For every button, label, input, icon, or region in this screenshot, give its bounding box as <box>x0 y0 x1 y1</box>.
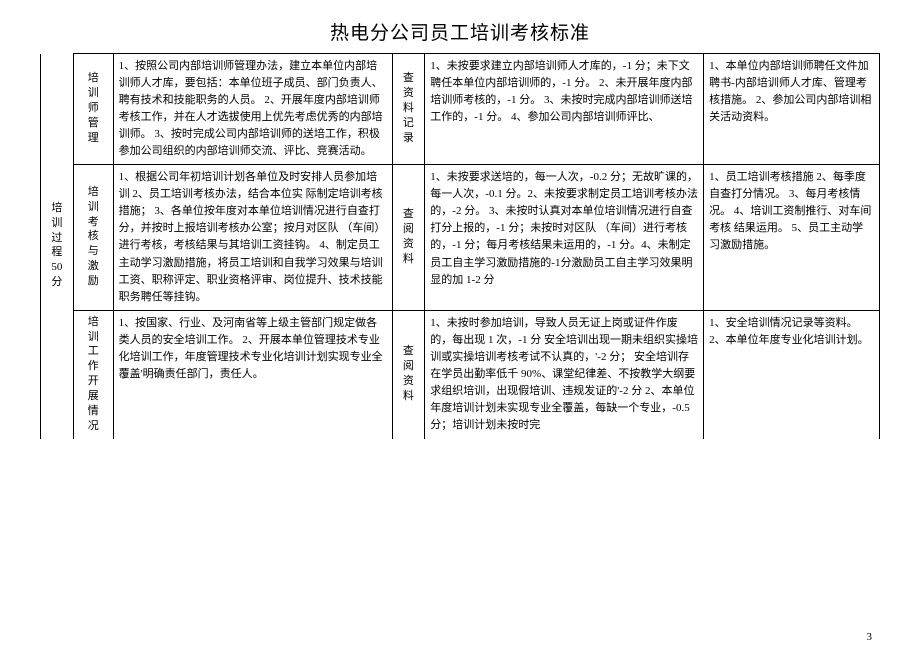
evidence-cell: 1、安全培训情况记录等资料。 2、本单位年度专业化培训计划。 <box>704 310 880 438</box>
evidence-cell: 1、员工培训考核措施 2、每季度自查打分情况。 3、每月考核情况。 4、培训工资… <box>704 165 880 310</box>
table-row: 培训工作开展情况 1、按国家、行业、及河南省等上级主管部门规定做各类人员的安全培… <box>41 310 880 438</box>
scoring-cell: 1、未按时参加培训，导致人员无证上岗或证件作废的，每出现 1 次，-1 分 安全… <box>425 310 704 438</box>
table-row: 培训考核与激励 1、根据公司年初培训计划各单位及时安排人员参加培训 2、员工培训… <box>41 165 880 310</box>
method-label: 查资料记录 <box>403 71 414 145</box>
requirement-cell: 1、根据公司年初培训计划各单位及时安排人员参加培训 2、员工培训考核办法，结合本… <box>113 165 392 310</box>
page-title: 热电分公司员工培训考核标准 <box>40 18 880 45</box>
category-cell: 培训过程50分 <box>41 54 74 439</box>
subitem-cell: 培训考核与激励 <box>73 165 113 310</box>
subitem-label: 培训工作开展情况 <box>88 315 99 434</box>
method-cell: 查资料记录 <box>392 54 425 165</box>
subitem-cell: 培训工作开展情况 <box>73 310 113 438</box>
table-row: 培训过程50分 培训师管理 1、按照公司内部培训师管理办法，建立本单位内部培训师… <box>41 54 880 165</box>
category-label: 培训过程50分 <box>51 201 62 290</box>
requirement-cell: 1、按照公司内部培训师管理办法，建立本单位内部培训师人才库，要包括：本单位班子成… <box>113 54 392 165</box>
scoring-cell: 1、未按要求送培的，每一人次，-0.2 分；无故旷课的，每一人次，-0.1 分。… <box>425 165 704 310</box>
requirement-cell: 1、按国家、行业、及河南省等上级主管部门规定做各类人员的安全培训工作。 2、开展… <box>113 310 392 438</box>
method-label: 查阅资料 <box>403 344 414 403</box>
evidence-cell: 1、本单位内部培训师聘任文件加聘书-内部培训师人才库、管理考核措施。 2、参加公… <box>704 54 880 165</box>
scoring-cell: 1、未按要求建立内部培训师人才库的，-1 分；未下文聘任本单位内部培训师的，-1… <box>425 54 704 165</box>
subitem-label: 培训考核与激励 <box>88 185 99 289</box>
subitem-cell: 培训师管理 <box>73 54 113 165</box>
method-cell: 查阅资料 <box>392 165 425 310</box>
assessment-table: 培训过程50分 培训师管理 1、按照公司内部培训师管理办法，建立本单位内部培训师… <box>40 53 880 439</box>
method-cell: 查阅资料 <box>392 310 425 438</box>
page-number: 3 <box>867 631 873 643</box>
method-label: 查阅资料 <box>403 207 414 266</box>
subitem-label: 培训师管理 <box>88 71 99 145</box>
